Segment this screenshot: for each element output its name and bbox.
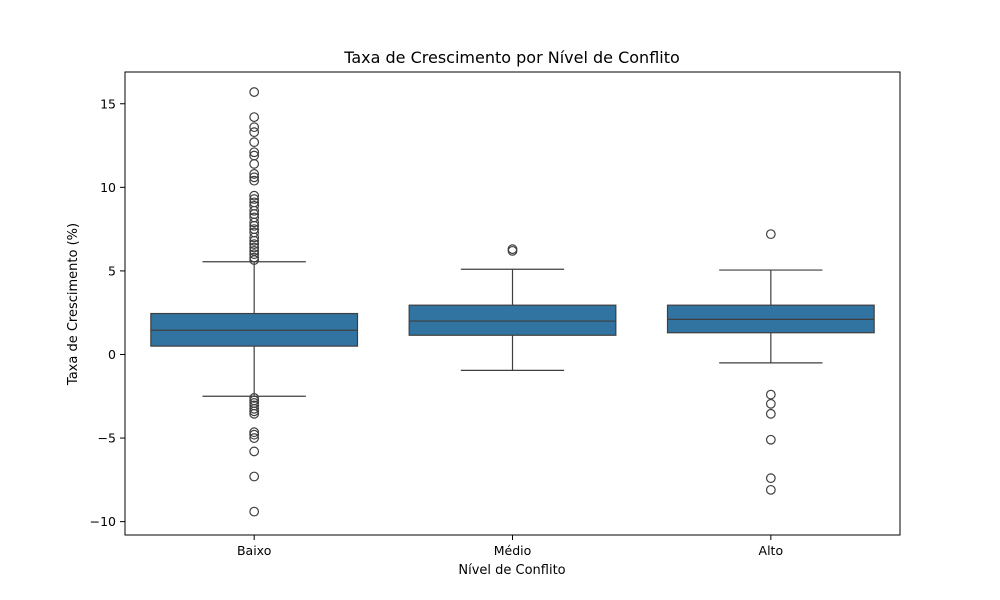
- outlier-point: [249, 242, 260, 253]
- outlier-point: [249, 403, 260, 414]
- outlier-point: [249, 427, 260, 438]
- y-axis-label: Taxa de Crescimento (%): [66, 223, 81, 386]
- outlier-point: [249, 205, 260, 216]
- outlier-point: [765, 229, 776, 240]
- outlier-point: [249, 194, 260, 204]
- outlier-point: [249, 217, 260, 228]
- outlier-point: [249, 408, 260, 419]
- y-tick-label: −5: [98, 431, 116, 446]
- y-tick-label: 0: [108, 347, 116, 362]
- outlier-point: [249, 137, 260, 148]
- outlier-point: [765, 408, 776, 419]
- plot-area: [150, 87, 875, 517]
- outlier-point: [249, 235, 260, 246]
- outlier-point: [249, 471, 260, 482]
- y-axis: 15 10 5 0 −5 −10: [90, 96, 125, 529]
- y-tick-label: 5: [108, 263, 116, 278]
- outlier-point: [249, 159, 260, 169]
- outlier-point: [249, 252, 260, 263]
- outlier-point: [765, 434, 776, 445]
- x-tick-label: Alto: [759, 543, 784, 558]
- outlier-point: [249, 169, 260, 179]
- outlier-point: [249, 190, 260, 201]
- outlier-point: [507, 245, 518, 256]
- y-tick-label: 15: [100, 96, 116, 111]
- outlier-point: [249, 127, 260, 138]
- outlier-point: [249, 406, 260, 417]
- outlier-point: [249, 393, 260, 403]
- iqr-box: [408, 304, 617, 336]
- x-axis-label: Nível de Conflito: [458, 563, 565, 578]
- y-tick-label: −10: [90, 514, 116, 529]
- outlier-point: [249, 239, 260, 250]
- outlier-point: [765, 473, 776, 484]
- outlier-point: [249, 255, 260, 265]
- box-group-medio: [408, 244, 617, 371]
- outlier-point: [765, 389, 776, 400]
- x-tick-label: Baixo: [237, 543, 271, 558]
- x-tick-label: Médio: [494, 543, 532, 558]
- outlier-point: [249, 506, 260, 517]
- outlier-point: [249, 433, 260, 443]
- outlier-point: [765, 484, 776, 495]
- outlier-point: [249, 172, 260, 183]
- outlier-point: [249, 232, 260, 243]
- x-axis: Baixo Médio Alto: [237, 535, 783, 558]
- outlier-point: [249, 87, 260, 97]
- outlier-point: [249, 175, 260, 186]
- outlier-point: [249, 446, 260, 457]
- outlier-point: [249, 112, 260, 123]
- outlier-point: [249, 220, 260, 231]
- chart-title: Taxa de Crescimento por Nível de Conflit…: [343, 48, 680, 67]
- y-tick-label: 10: [100, 180, 116, 195]
- box-group-baixo: [150, 87, 359, 517]
- outlier-point: [765, 398, 776, 409]
- box-group-alto: [666, 229, 875, 495]
- outlier-point: [249, 147, 260, 158]
- outlier-point: [249, 249, 260, 260]
- outlier-point: [249, 122, 260, 133]
- outlier-point: [249, 429, 260, 440]
